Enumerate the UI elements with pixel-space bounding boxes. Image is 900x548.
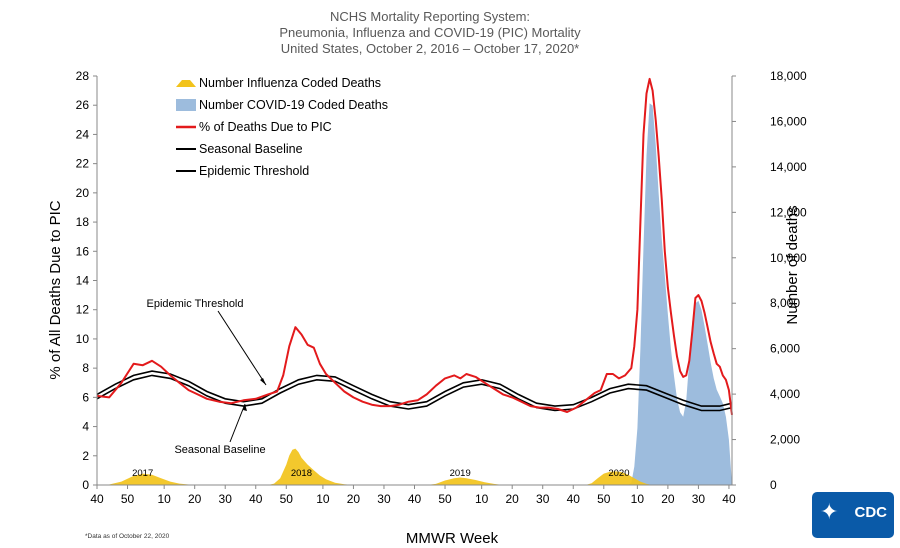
cdc-logo-text: CDC — [854, 504, 888, 521]
pic-percent-line — [96, 77, 733, 416]
legend-item: Number COVID-19 Coded Deaths — [176, 98, 388, 112]
x-tick-label: 40 — [722, 492, 736, 506]
y-left-tick-label: 12 — [76, 303, 90, 317]
y-right-tick-label: 12,000 — [770, 205, 807, 219]
y-right-tick-label: 6,000 — [770, 342, 800, 356]
covid-deaths-area — [628, 103, 732, 486]
y-right-tick-label: 16,000 — [770, 114, 807, 128]
legend-label: % of Deaths Due to PIC — [199, 120, 332, 134]
legend-label: Number COVID-19 Coded Deaths — [199, 98, 388, 112]
x-tick-label: 30 — [692, 492, 706, 506]
y-left-tick-label: 26 — [76, 98, 90, 112]
y-left-tick-label: 24 — [76, 127, 90, 141]
y-right-tick-label: 10,000 — [770, 251, 807, 265]
x-tick-label: 30 — [377, 492, 391, 506]
chart-title-line-3: United States, October 2, 2016 – October… — [281, 41, 579, 56]
y-left-tick-label: 20 — [76, 186, 90, 200]
x-tick-label: 50 — [121, 492, 135, 506]
epidemic-threshold-line — [96, 370, 733, 407]
y-right-tick-label: 14,000 — [770, 160, 807, 174]
seasonal-baseline-line — [96, 374, 733, 412]
legend-label: Number Influenza Coded Deaths — [199, 76, 381, 90]
y-left-tick-label: 10 — [76, 332, 90, 346]
x-tick-label: 50 — [438, 492, 452, 506]
legend-item: Seasonal Baseline — [176, 142, 303, 156]
chart-title-line-2: Pneumonia, Influenza and COVID-19 (PIC) … — [279, 25, 581, 40]
x-tick-label: 10 — [475, 492, 489, 506]
y-left-tick-label: 18 — [76, 215, 90, 229]
x-tick-label: 40 — [408, 492, 422, 506]
y-left-tick-label: 22 — [76, 157, 90, 171]
y-right-tick-label: 4,000 — [770, 387, 800, 401]
chart-annotations: Epidemic Threshold Seasonal Baseline — [146, 298, 267, 456]
y-right-tick-label: 8,000 — [770, 296, 800, 310]
x-tick-label: 30 — [536, 492, 550, 506]
epidemic-threshold-arrowhead — [260, 378, 266, 385]
x-tick-label: 20 — [661, 492, 675, 506]
x-tick-label: 40 — [249, 492, 263, 506]
influenza-deaths-area — [97, 448, 732, 485]
death-count-areas — [97, 103, 732, 486]
x-tick-label: 30 — [219, 492, 233, 506]
chart-title-line-1: NCHS Mortality Reporting System: — [330, 9, 530, 24]
seasonal-baseline-arrowhead — [243, 404, 247, 411]
x-tick-label: 10 — [316, 492, 330, 506]
year-label: 2017 — [132, 468, 153, 479]
x-tick-label: 40 — [90, 492, 104, 506]
legend-item: % of Deaths Due to PIC — [176, 120, 332, 134]
x-tick-label: 10 — [157, 492, 171, 506]
x-tick-label: 20 — [188, 492, 202, 506]
y-left-tick-label: 14 — [76, 274, 90, 288]
hhs-eagle-icon: ✦ — [820, 500, 839, 525]
y-axis-right-label: Number of deaths — [784, 205, 801, 324]
legend-label: Epidemic Threshold — [199, 164, 309, 178]
x-tick-label: 50 — [597, 492, 611, 506]
footnote: *Data as of October 22, 2020 — [85, 533, 170, 540]
cdc-logo: ✦ CDC — [812, 492, 894, 538]
chart-legend: Number Influenza Coded Deaths Number COVI… — [176, 76, 388, 178]
y-right-tick-label: 0 — [770, 478, 777, 492]
y-left-tick-label: 2 — [82, 449, 89, 463]
y-axis-left-label: % of All Deaths Due to PIC — [47, 200, 64, 379]
y-left-tick-label: 8 — [82, 361, 89, 375]
x-tick-label: 20 — [347, 492, 361, 506]
x-tick-label: 10 — [631, 492, 645, 506]
y-left-tick-label: 6 — [82, 390, 89, 404]
seasonal-baseline-arrow — [229, 403, 246, 443]
x-tick-label: 50 — [280, 492, 294, 506]
year-label: 2018 — [291, 468, 312, 479]
legend-item: Epidemic Threshold — [176, 164, 309, 178]
chart-axes: 024681012141618202224262802,0004,0006,00… — [76, 69, 807, 506]
legend-swatch — [176, 80, 196, 87]
legend-label: Seasonal Baseline — [199, 142, 303, 156]
x-tick-label: 40 — [567, 492, 581, 506]
y-left-tick-label: 28 — [76, 69, 90, 83]
y-right-tick-label: 18,000 — [770, 69, 807, 83]
x-tick-label: 20 — [506, 492, 520, 506]
x-axis-label: MMWR Week — [406, 530, 499, 547]
legend-item: Number Influenza Coded Deaths — [176, 76, 381, 90]
epidemic-threshold-arrow — [217, 310, 267, 386]
year-label: 2019 — [450, 468, 471, 479]
y-left-tick-label: 0 — [82, 478, 89, 492]
seasonal-baseline-annotation: Seasonal Baseline — [174, 444, 265, 456]
year-label: 2020 — [608, 468, 629, 479]
y-left-tick-label: 16 — [76, 244, 90, 258]
epidemic-threshold-annotation: Epidemic Threshold — [146, 298, 243, 310]
y-right-tick-label: 2,000 — [770, 433, 800, 447]
legend-swatch — [176, 99, 196, 111]
y-left-tick-label: 4 — [82, 420, 89, 434]
percent-lines — [96, 77, 733, 416]
